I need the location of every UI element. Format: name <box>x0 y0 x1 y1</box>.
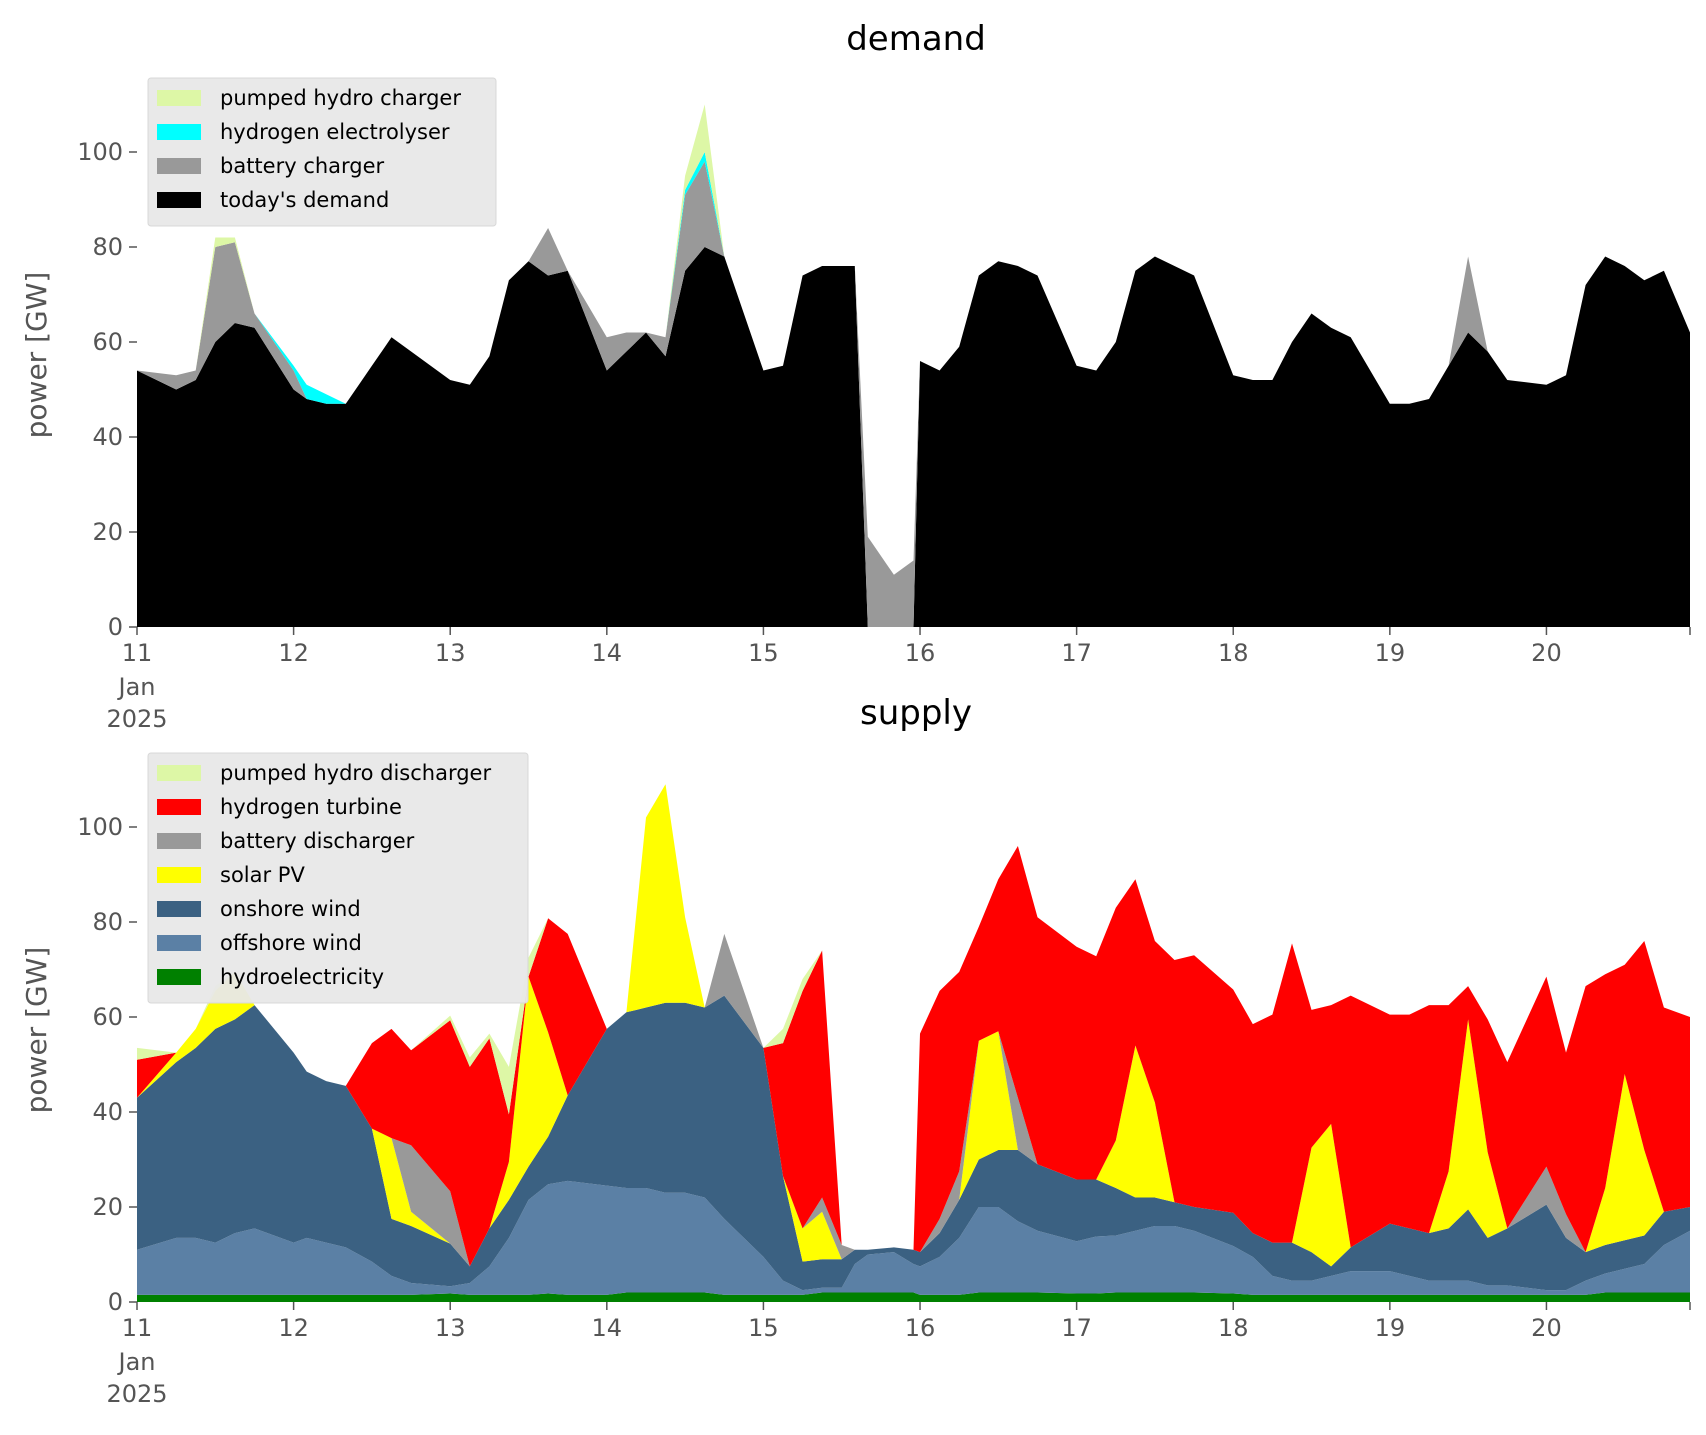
supply-xtick-label: 16 <box>905 1314 936 1342</box>
supply-legend-swatch-onshore-wind <box>157 901 201 917</box>
supply-legend-label-solar-pv: solar PV <box>220 863 305 887</box>
demand-legend-swatch-today-s-demand <box>157 192 201 208</box>
supply-ytick-label: 100 <box>77 813 123 841</box>
demand-axes: 0 20 40 60 80 100 11 Jan 2025 12 13 14 15 16 17 18 19 20 <box>77 138 1691 733</box>
supply-area-onshore-wind <box>137 995 1690 1291</box>
supply-xtick-label: 15 <box>748 1314 779 1342</box>
supply-area-hydrogen-turbine <box>137 784 1690 1267</box>
demand-ytick-label: 20 <box>92 518 123 546</box>
demand-legend-swatch-hydrogen-electrolyser <box>157 124 201 140</box>
demand-legend-label-battery-charger: battery charger <box>220 154 385 178</box>
demand-area-today-s-demand <box>137 247 1690 627</box>
supply-legend-swatch-hydrogen-turbine <box>157 799 201 815</box>
demand-y-axis-label: power [GW] <box>20 272 53 439</box>
supply-ytick-label: 80 <box>92 908 123 936</box>
supply-legend-box <box>147 752 529 1004</box>
supply-areas <box>137 784 1690 1302</box>
supply-legend-swatch-pumped-hydro-discharger <box>157 765 201 781</box>
supply-legend-label-onshore-wind: onshore wind <box>220 897 361 921</box>
demand-xtick-label: 14 <box>592 639 623 667</box>
supply-xtick-label: 14 <box>592 1314 623 1342</box>
supply-ytick-label: 60 <box>92 1003 123 1031</box>
supply-xtick-label: 11 <box>122 1314 153 1342</box>
supply-legend-label-battery-discharger: battery discharger <box>220 829 415 853</box>
supply-ytick-label: 0 <box>108 1288 123 1316</box>
supply-legend-swatch-hydroelectricity <box>157 969 201 985</box>
demand-xtick-label: 11 <box>122 639 153 667</box>
demand-ytick-label: 60 <box>92 328 123 356</box>
supply-legend: pumped hydro discharger hydrogen turbine b… <box>147 752 529 1004</box>
supply-legend-swatch-offshore-wind <box>157 935 201 951</box>
demand-xtick-label: 16 <box>905 639 936 667</box>
demand-xtick-sublabel: Jan <box>117 673 156 701</box>
demand-legend-label-pumped-hydro-charger: pumped hydro charger <box>220 86 461 110</box>
supply-xtick-sublabel: 2025 <box>106 1380 167 1408</box>
demand-xtick-label: 20 <box>1531 639 1562 667</box>
supply-legend-label-hydrogen-turbine: hydrogen turbine <box>220 795 402 819</box>
demand-legend-label-today-s-demand: today's demand <box>220 188 389 212</box>
demand-title: demand <box>846 19 986 59</box>
supply-title: supply <box>860 693 972 733</box>
demand-ytick-label: 40 <box>92 423 123 451</box>
supply-legend-swatch-battery-discharger <box>157 833 201 849</box>
demand-legend-swatch-battery-charger <box>157 158 201 174</box>
supply-xtick-label: 17 <box>1061 1314 1092 1342</box>
demand-legend: pumped hydro charger hydrogen electrolyse… <box>147 77 497 227</box>
supply-xtick-label: 19 <box>1375 1314 1406 1342</box>
supply-y-axis-label: power [GW] <box>20 947 53 1114</box>
demand-xtick-label: 15 <box>748 639 779 667</box>
demand-xtick-label: 12 <box>278 639 309 667</box>
demand-xtick-label: 17 <box>1061 639 1092 667</box>
demand-panel: demand 0 20 40 60 80 100 11 Jan 2025 12 13 14 15 16 17… <box>20 19 1691 733</box>
demand-legend-label-hydrogen-electrolyser: hydrogen electrolyser <box>220 120 450 144</box>
demand-xtick-sublabel: 2025 <box>106 705 167 733</box>
supply-ytick-label: 20 <box>92 1193 123 1221</box>
supply-legend-label-hydroelectricity: hydroelectricity <box>220 965 384 989</box>
supply-legend-label-pumped-hydro-discharger: pumped hydro discharger <box>220 761 491 785</box>
supply-xtick-label: 12 <box>278 1314 309 1342</box>
supply-legend-label-offshore-wind: offshore wind <box>220 931 362 955</box>
demand-ytick-label: 100 <box>77 138 123 166</box>
demand-xtick-label: 13 <box>435 639 466 667</box>
demand-xtick-label: 18 <box>1218 639 1249 667</box>
supply-legend-swatch-solar-pv <box>157 867 201 883</box>
demand-ytick-label: 80 <box>92 233 123 261</box>
supply-xtick-label: 13 <box>435 1314 466 1342</box>
supply-area-offshore-wind <box>137 1180 1690 1295</box>
supply-panel: supply 0 20 40 60 80 100 11 Jan 2025 12 13 14 15 16 17… <box>20 693 1691 1408</box>
supply-area-solar-pv <box>137 784 1690 1267</box>
demand-legend-box <box>147 77 497 227</box>
demand-xtick-label: 19 <box>1375 639 1406 667</box>
supply-ytick-label: 40 <box>92 1098 123 1126</box>
supply-xtick-label: 18 <box>1218 1314 1249 1342</box>
supply-axes: 0 20 40 60 80 100 11 Jan 2025 12 13 14 15 16 17 18 19 20 <box>77 813 1691 1408</box>
supply-area-hydroelectricity <box>137 1292 1690 1302</box>
supply-xtick-sublabel: Jan <box>117 1348 156 1376</box>
supply-xtick-label: 20 <box>1531 1314 1562 1342</box>
demand-legend-swatch-pumped-hydro-charger <box>157 90 201 106</box>
demand-areas <box>137 104 1690 627</box>
demand-ytick-label: 0 <box>108 613 123 641</box>
